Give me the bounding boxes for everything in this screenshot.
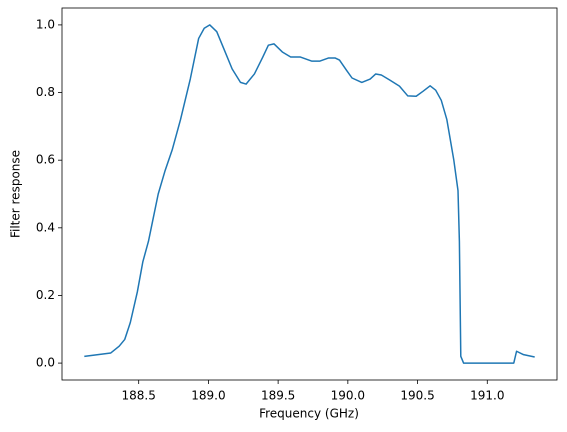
x-tick-label: 189.0 bbox=[191, 389, 225, 403]
y-tick-label: 1.0 bbox=[36, 17, 55, 31]
x-tick-label: 190.5 bbox=[400, 389, 434, 403]
y-tick-label: 0.8 bbox=[36, 85, 55, 99]
y-axis-label: Filter response bbox=[9, 150, 23, 238]
x-tick-label: 188.5 bbox=[122, 389, 156, 403]
x-tick-label: 190.0 bbox=[331, 389, 365, 403]
y-tick-label: 0.6 bbox=[36, 153, 55, 167]
y-tick-label: 0.2 bbox=[36, 288, 55, 302]
x-axis-label: Frequency (GHz) bbox=[259, 407, 359, 421]
line-series bbox=[84, 24, 535, 364]
plot-frame bbox=[61, 7, 558, 381]
y-tick-label: 0.4 bbox=[36, 220, 55, 234]
x-tick-label: 189.5 bbox=[261, 389, 295, 403]
x-tick-label: 191.0 bbox=[470, 389, 504, 403]
y-tick-label: 0.0 bbox=[36, 356, 55, 370]
